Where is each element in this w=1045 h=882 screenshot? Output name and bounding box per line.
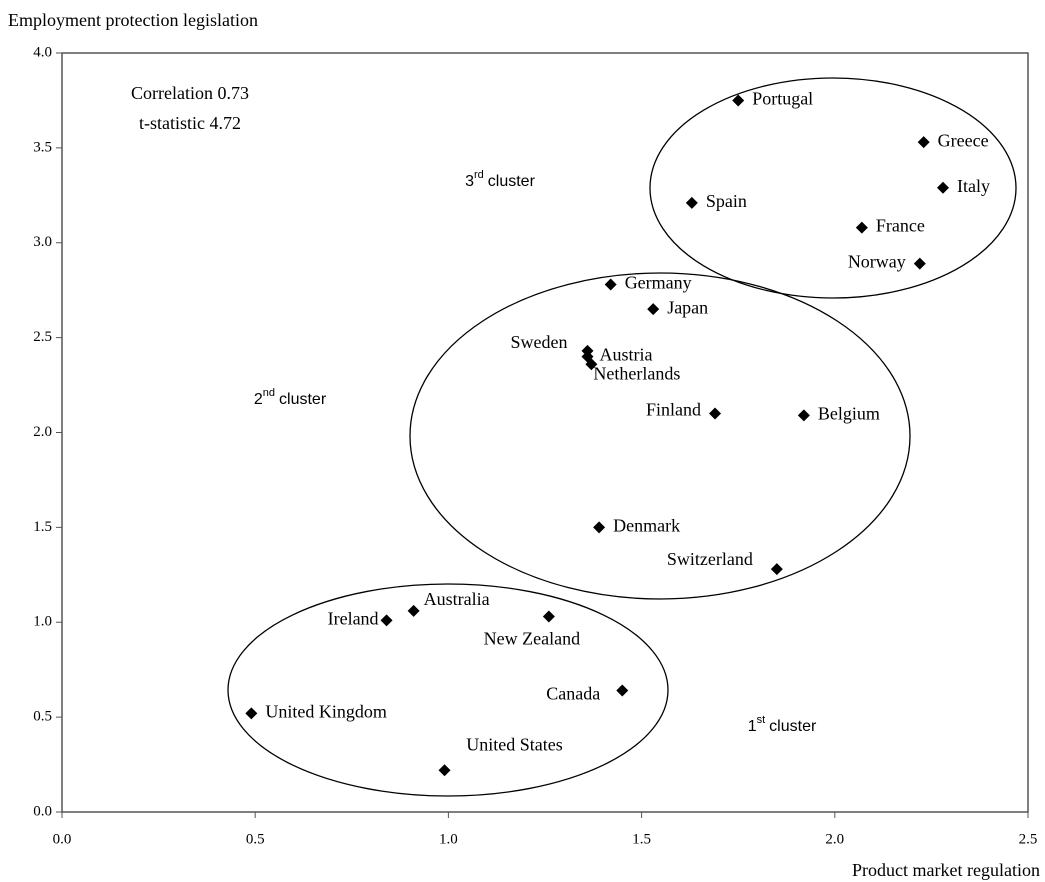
x-axis-title: Product market regulation	[852, 860, 1040, 880]
point	[604, 278, 617, 291]
point-label: Denmark	[613, 516, 680, 536]
point-label: United States	[466, 734, 563, 754]
y-tick-label: 2.5	[33, 329, 52, 345]
point-label: Spain	[706, 191, 747, 211]
cluster-text: cluster	[488, 173, 536, 190]
cluster-suffix: st	[757, 714, 766, 726]
x-tick-label: 1.5	[632, 831, 651, 847]
point-label: Italy	[957, 176, 990, 196]
cluster-label: 1st cluster	[748, 714, 817, 735]
point	[913, 257, 926, 270]
point	[685, 196, 698, 209]
y-tick-label: 4.0	[33, 44, 52, 60]
cluster-label: 3rd cluster	[465, 169, 535, 190]
point	[917, 136, 930, 149]
point	[380, 614, 393, 627]
cluster-ellipse	[227, 583, 669, 797]
x-tick-label: 0.5	[246, 831, 265, 847]
point-label: Ireland	[328, 608, 379, 628]
point	[855, 221, 868, 234]
y-axis-title: Employment protection legislation	[8, 10, 258, 30]
x-tick-label: 0.0	[53, 831, 72, 847]
point-label: Portugal	[752, 89, 813, 109]
point	[542, 610, 555, 623]
point	[616, 684, 629, 697]
point	[407, 604, 420, 617]
point	[647, 303, 660, 316]
point-label: Germany	[625, 273, 692, 293]
point-label: Norway	[848, 252, 906, 272]
point-label: Japan	[667, 297, 708, 317]
point-label: United Kingdom	[265, 701, 387, 721]
x-tick-label: 1.0	[439, 831, 458, 847]
point-label: New Zealand	[484, 629, 580, 649]
y-tick-label: 0.0	[33, 803, 52, 819]
cluster-ellipse	[649, 77, 1017, 299]
cluster-text: cluster	[279, 391, 327, 408]
plot-frame	[61, 52, 1029, 813]
cluster-number: 1	[748, 718, 757, 735]
point-label: France	[876, 216, 925, 236]
cluster-number: 2	[254, 391, 263, 408]
point	[585, 358, 598, 371]
point	[936, 181, 949, 194]
cluster-suffix: nd	[263, 387, 275, 399]
cluster-suffix: rd	[474, 169, 484, 181]
point	[593, 521, 606, 534]
y-tick-label: 1.5	[33, 519, 52, 535]
point	[770, 563, 783, 576]
y-tick-label: 3.0	[33, 234, 52, 250]
point-label: Switzerland	[667, 549, 753, 569]
point-label: Netherlands	[593, 363, 680, 383]
point-label: Finland	[646, 400, 701, 420]
y-tick-label: 2.0	[33, 424, 52, 440]
point-label: Canada	[546, 684, 600, 704]
cluster-text: cluster	[769, 718, 817, 735]
point	[732, 94, 745, 107]
y-tick-label: 0.5	[33, 709, 52, 725]
point-label: Greece	[938, 130, 989, 150]
point	[438, 764, 451, 777]
cluster-number: 3	[465, 173, 474, 190]
y-tick-label: 3.5	[33, 139, 52, 155]
annotation: t-statistic 4.72	[139, 113, 241, 133]
point-label: Australia	[424, 589, 490, 609]
x-tick-label: 2.0	[825, 831, 844, 847]
annotation: Correlation 0.73	[131, 83, 249, 103]
point-label: Belgium	[818, 404, 880, 424]
point	[245, 707, 258, 720]
y-tick-label: 1.0	[33, 614, 52, 630]
point-label: Austria	[600, 345, 653, 365]
point	[797, 409, 810, 422]
point	[709, 407, 722, 420]
point-label: Sweden	[511, 332, 568, 352]
cluster-ellipse	[409, 272, 911, 600]
x-tick-label: 2.5	[1019, 831, 1038, 847]
cluster-label: 2nd cluster	[254, 387, 327, 408]
